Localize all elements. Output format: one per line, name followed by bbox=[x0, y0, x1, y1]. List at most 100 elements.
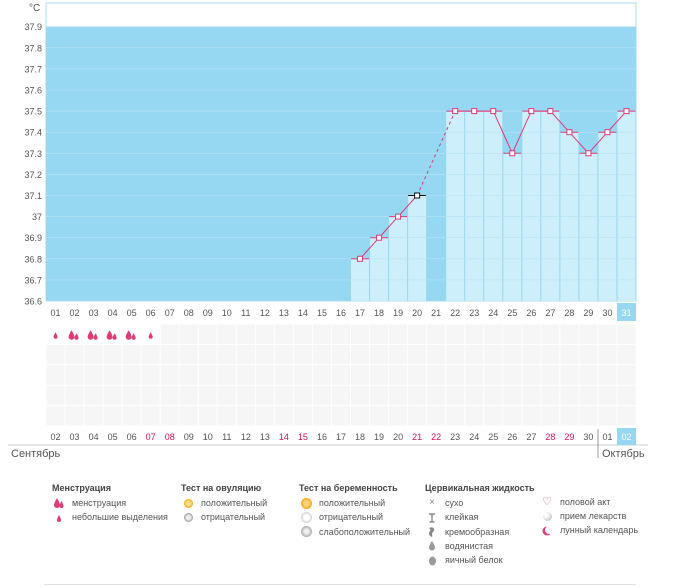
temperature-line-segment bbox=[359, 237, 380, 260]
temperature-bar bbox=[370, 237, 389, 301]
legend-other: ♡ половой акт прием лекарств лунный кале… bbox=[540, 495, 638, 538]
y-tick-label: 37.2 bbox=[24, 170, 42, 180]
menstruation-light-icon bbox=[148, 332, 153, 339]
temperature-line-segment bbox=[397, 195, 418, 217]
y-axis-unit: °C bbox=[29, 3, 40, 14]
cycle-day-label: 25 bbox=[507, 308, 517, 318]
calendar-date-label: 08 bbox=[165, 432, 175, 442]
temperature-bar bbox=[522, 111, 541, 301]
legend-label: клейкая bbox=[445, 512, 479, 523]
cycle-day-label: 22 bbox=[450, 308, 460, 318]
legend-label: положительный bbox=[201, 498, 268, 509]
calendar-date-label: 05 bbox=[108, 432, 118, 442]
menstruation-cell bbox=[103, 324, 122, 344]
temperature-line-segment bbox=[549, 110, 570, 133]
legend-item: кремообразная bbox=[425, 525, 535, 539]
temperature-line-segment bbox=[511, 110, 532, 154]
legend-label: лунный календарь bbox=[560, 525, 639, 536]
y-tick-label: 37.5 bbox=[24, 107, 42, 117]
legend-item: яичный белок bbox=[425, 553, 535, 567]
temperature-point bbox=[490, 108, 497, 115]
temperature-line-segment bbox=[569, 131, 589, 154]
legend-cervical: Цервикальная жидкость × сухо клейкая кре… bbox=[425, 481, 535, 567]
menstruation-cell bbox=[84, 324, 103, 344]
positive-test-icon bbox=[181, 497, 195, 509]
cycle-day-label: 12 bbox=[260, 308, 270, 318]
legend-cervical-title: Цервикальная жидкость bbox=[425, 483, 535, 493]
calendar-date-label: 11 bbox=[222, 432, 231, 442]
menstruation-heavy-icon bbox=[131, 333, 136, 340]
y-tick-label: 37.8 bbox=[24, 43, 42, 53]
temperature-bar bbox=[541, 111, 560, 301]
temperature-bar bbox=[503, 153, 522, 301]
calendar-date-label: 20 bbox=[393, 432, 403, 442]
negative-test-icon bbox=[181, 512, 195, 524]
calendar-date-label: 06 bbox=[127, 432, 137, 442]
calendar-date-highlight bbox=[616, 428, 636, 445]
calendar-date-label: 29 bbox=[564, 432, 574, 442]
temperature-point bbox=[452, 108, 459, 115]
temperature-point bbox=[376, 234, 383, 241]
legend-label: положительный bbox=[319, 498, 386, 509]
egg-white-icon bbox=[425, 554, 439, 566]
calendar-date-label: 23 bbox=[450, 432, 460, 442]
y-tick-label: 37.3 bbox=[24, 149, 42, 159]
cycle-day-label: 04 bbox=[108, 308, 118, 318]
legend-item: лунный календарь bbox=[540, 523, 638, 537]
y-tick-label: 37.7 bbox=[24, 64, 42, 74]
legend-item: ♡ половой акт bbox=[540, 495, 638, 509]
temperature-bar bbox=[408, 195, 427, 301]
legend-label: яичный белок bbox=[445, 555, 503, 566]
cycle-day-label: 06 bbox=[146, 308, 156, 318]
calendar-date-label: 27 bbox=[526, 432, 536, 442]
cycle-day-label: 27 bbox=[545, 308, 555, 318]
temperature-line-segment bbox=[588, 131, 608, 154]
legend-label: половой акт bbox=[560, 497, 611, 507]
calendar-date-label: 26 bbox=[507, 432, 517, 442]
cycle-day-label: 23 bbox=[469, 308, 479, 318]
cycle-day-label: 20 bbox=[412, 308, 422, 318]
legend-item: небольшие выделения bbox=[52, 510, 168, 524]
calendar-date-label: 07 bbox=[146, 432, 156, 442]
calendar-date-label: 01 bbox=[602, 432, 612, 442]
bottom-divider bbox=[44, 584, 636, 585]
calendar-date-label: 03 bbox=[70, 432, 80, 442]
y-tick-label: 36.7 bbox=[24, 275, 42, 285]
temperature-bar bbox=[579, 153, 598, 301]
cycle-day-label: 11 bbox=[241, 308, 250, 318]
menstruation-heavy-icon bbox=[93, 333, 98, 340]
legend-pregnancy-title: Тест на беременность bbox=[299, 483, 398, 493]
cycle-day-label: 07 bbox=[165, 308, 175, 318]
legend-item: клейкая bbox=[425, 510, 535, 524]
temperature-bar bbox=[617, 111, 636, 301]
y-tick-label: 37.9 bbox=[24, 22, 42, 32]
temperature-line-segment bbox=[378, 216, 399, 239]
cycle-day-label: 17 bbox=[355, 308, 365, 318]
legend-menstruation-title: Менструация bbox=[52, 483, 111, 493]
temperature-point bbox=[509, 150, 516, 157]
temperature-bar bbox=[465, 111, 484, 301]
cycle-day-label: 16 bbox=[336, 308, 346, 318]
month-start-label: Сентябрь bbox=[11, 448, 61, 460]
legend-ovulation: Тест на овуляцию положительный отрицател… bbox=[181, 481, 267, 525]
cycle-day-label: 09 bbox=[203, 308, 213, 318]
legend-label: отрицательный bbox=[319, 512, 384, 523]
temperature-point bbox=[528, 108, 535, 115]
weak-positive-icon bbox=[299, 526, 313, 538]
legend-item: отрицательный bbox=[299, 510, 410, 524]
legend-item: водянистая bbox=[425, 539, 535, 553]
cycle-day-highlight bbox=[616, 303, 636, 321]
calendar-date-label: 02 bbox=[51, 432, 61, 442]
cycle-day-label: 28 bbox=[564, 308, 574, 318]
menstruation-heavy-icon bbox=[112, 333, 117, 340]
temperature-point bbox=[357, 255, 364, 262]
calendar-date-label: 21 bbox=[412, 432, 422, 442]
legend-pregnancy: Тест на беременность положительный отриц… bbox=[299, 481, 410, 539]
calendar-date-label: 12 bbox=[241, 432, 251, 442]
watery-icon bbox=[425, 540, 439, 552]
month-end-label: Октябрь bbox=[602, 448, 645, 460]
menstruation-heavy-icon bbox=[74, 333, 79, 340]
temperature-point bbox=[395, 213, 402, 220]
calendar-date-label: 25 bbox=[488, 432, 498, 442]
